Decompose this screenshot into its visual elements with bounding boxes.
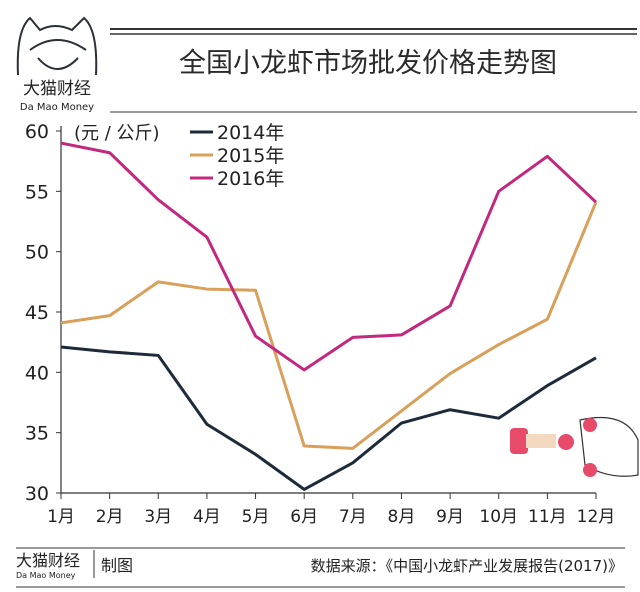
cat-logo — [16, 16, 98, 76]
series-line-2016 — [60, 141, 598, 372]
x-tick-label: 2月 — [96, 507, 124, 527]
x-tick-label: 12月 — [577, 507, 616, 527]
footer-brand-en: Da Mao Money — [16, 571, 76, 580]
y-axis-unit: (元 / 公斤) — [74, 123, 160, 144]
x-tick-label: 9月 — [436, 507, 464, 527]
x-tick-label: 7月 — [339, 507, 367, 527]
brand-name-cn: 大猫财经 — [23, 79, 91, 99]
x-tick-label: 10月 — [479, 507, 518, 527]
x-tick-label: 8月 — [388, 507, 416, 527]
chart-title: 全国小龙虾市场批发价格走势图 — [179, 48, 557, 79]
footer-source: 数据来源：《中国小龙虾产业发展报告(2017)》 — [311, 557, 623, 575]
footer-made-by: 制图 — [101, 556, 133, 575]
x-tick-label: 11月 — [528, 507, 567, 527]
y-tick-label: 55 — [25, 181, 49, 203]
x-tick-label: 1月 — [47, 507, 75, 527]
x-tick-label: 5月 — [242, 507, 270, 527]
series-line-2015 — [60, 201, 598, 450]
legend-label-2016: 2016年 — [217, 168, 284, 190]
legend-label-2014: 2014年 — [217, 122, 284, 144]
footer-brand-cn: 大猫财经 — [16, 551, 80, 570]
x-tick-label: 6月 — [290, 507, 318, 527]
y-tick-label: 50 — [25, 242, 49, 264]
y-tick-label: 45 — [25, 302, 49, 324]
brand-name-en: Da Mao Money — [20, 102, 94, 113]
x-tick-label: 3月 — [144, 507, 172, 527]
lobster-hand-illustration — [510, 416, 639, 477]
series-line-2014 — [60, 345, 597, 491]
y-tick-label: 30 — [25, 483, 49, 505]
x-tick-label: 4月 — [193, 507, 221, 527]
y-tick-label: 40 — [25, 362, 49, 384]
legend-label-2015: 2015年 — [217, 145, 284, 167]
y-tick-label: 60 — [25, 121, 49, 143]
y-tick-label: 35 — [25, 423, 49, 445]
